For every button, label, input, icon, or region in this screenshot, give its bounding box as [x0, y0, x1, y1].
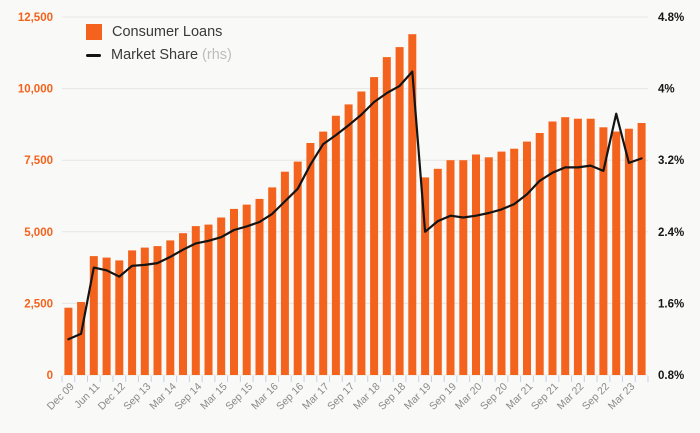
consumer-loans-bar[interactable] — [523, 141, 531, 375]
consumer-loans-bar[interactable] — [230, 208, 238, 375]
consumer-loans-bar[interactable] — [293, 161, 302, 375]
consumer-loans-bar[interactable] — [421, 177, 430, 375]
consumer-loans-bar[interactable] — [612, 131, 621, 375]
left-axis-tick-label: 10,000 — [18, 84, 53, 96]
consumer-loans-bar[interactable] — [382, 57, 391, 375]
consumer-loans-bar[interactable] — [268, 187, 277, 375]
x-axis-label: Sep 15 — [223, 381, 255, 413]
consumer-loans-bar[interactable] — [331, 115, 340, 376]
consumer-loans-bar[interactable] — [370, 77, 379, 375]
legend: Consumer Loans Market Share (rhs) — [86, 24, 232, 63]
x-axis-label: Mar 17 — [300, 381, 332, 413]
consumer-loans-bar[interactable] — [599, 127, 608, 375]
consumer-loans-bar[interactable] — [484, 157, 493, 375]
consumer-loans-bar[interactable] — [102, 257, 111, 375]
consumer-loans-bar[interactable] — [64, 307, 73, 375]
left-axis-tick-label: 7,500 — [24, 155, 53, 167]
x-axis-label: Mar 19 — [402, 381, 434, 413]
x-axis-label: Sep 21 — [529, 381, 561, 413]
consumer-loans-bar[interactable] — [561, 117, 570, 375]
legend-item-market-share[interactable]: Market Share (rhs) — [86, 47, 232, 63]
consumer-loans-bar[interactable] — [179, 233, 187, 375]
consumer-loans-bar[interactable] — [344, 104, 353, 376]
consumer-loans-bar[interactable] — [433, 168, 442, 375]
right-axis-tick-label: 4% — [658, 84, 675, 96]
x-axis-label: Mar 20 — [453, 381, 485, 413]
consumer-loans-bar[interactable] — [573, 118, 582, 375]
x-axis-label: Dec 12 — [96, 381, 128, 413]
consumer-loans-bar[interactable] — [255, 198, 264, 375]
consumer-loans-bar[interactable] — [395, 47, 404, 375]
consumer-loans-bar[interactable] — [153, 246, 162, 375]
left-axis-tick-label: 12,500 — [18, 12, 53, 24]
consumer-loans-bar[interactable] — [459, 160, 468, 375]
right-axis-tick-label: 1.6% — [658, 298, 684, 310]
consumer-loans-bar[interactable] — [535, 133, 544, 375]
x-axis-label: Mar 15 — [198, 381, 230, 413]
consumer-loans-bar[interactable] — [280, 171, 289, 375]
consumer-loans-bar[interactable] — [357, 91, 366, 376]
market-share-line[interactable] — [67, 70, 643, 341]
x-axis-label: Sep 14 — [172, 381, 204, 413]
x-axis-label: Sep 13 — [121, 381, 153, 413]
consumer-loans-bar[interactable] — [191, 226, 200, 375]
right-axis-tick-label: 3.2% — [658, 155, 684, 167]
x-axis-label: Sep 22 — [580, 381, 612, 413]
consumer-loans-bar[interactable] — [242, 204, 251, 375]
consumer-loans-bar[interactable] — [624, 128, 633, 375]
x-axis-label: Sep 19 — [427, 381, 459, 413]
consumer-loans-bar[interactable] — [128, 250, 137, 375]
consumer-loans-bar[interactable] — [166, 240, 175, 375]
x-axis-label: Dec 09 — [45, 381, 77, 413]
right-axis-tick-label: 2.4% — [658, 227, 684, 239]
left-axis-tick-label: 0 — [47, 370, 53, 382]
consumer-loans-bar[interactable] — [306, 143, 315, 375]
x-axis-label: Sep 16 — [274, 381, 306, 413]
consumer-loans-bar[interactable] — [89, 256, 98, 375]
consumer-loans-swatch-icon — [86, 24, 102, 40]
right-axis-tick-label: 4.8% — [658, 12, 684, 24]
consumer-loans-bar[interactable] — [586, 118, 595, 375]
x-axis-label: Sep 18 — [376, 381, 408, 413]
consumer-loans-bar[interactable] — [472, 154, 480, 376]
consumer-loans-bar[interactable] — [497, 151, 506, 375]
legend-note-rhs: (rhs) — [202, 47, 232, 63]
consumer-loans-bar[interactable] — [408, 34, 417, 375]
legend-item-consumer-loans[interactable]: Consumer Loans — [86, 24, 232, 40]
x-axis-label: Mar 21 — [504, 381, 536, 413]
consumer-loans-bar[interactable] — [77, 302, 86, 375]
consumer-loans-bar[interactable] — [140, 247, 149, 375]
consumer-loans-bar[interactable] — [204, 224, 213, 375]
consumer-loans-bar[interactable] — [446, 160, 455, 375]
market-share-swatch-icon — [86, 53, 101, 57]
legend-label-consumer-loans: Consumer Loans — [112, 24, 223, 40]
left-axis-tick-label: 2,500 — [24, 298, 53, 310]
legend-label-market-share: Market Share (rhs) — [111, 47, 232, 63]
consumer-loans-bar[interactable] — [548, 121, 557, 376]
left-axis-tick-label: 5,000 — [24, 227, 53, 239]
consumer-loans-bar[interactable] — [217, 217, 226, 376]
x-axis-label: Mar 22 — [555, 381, 587, 413]
consumer-loans-bar[interactable] — [115, 260, 124, 375]
x-axis-label: Mar 18 — [351, 381, 383, 413]
x-axis-label: Sep 20 — [478, 381, 510, 413]
consumer-loans-bar[interactable] — [637, 123, 646, 375]
consumer-loans-bar[interactable] — [319, 131, 328, 375]
consumer-loans-bar[interactable] — [510, 148, 519, 375]
x-axis-label: Mar 23 — [606, 381, 638, 413]
right-axis-tick-label: 0.8% — [658, 370, 684, 382]
x-axis-label: Sep 17 — [325, 381, 357, 413]
